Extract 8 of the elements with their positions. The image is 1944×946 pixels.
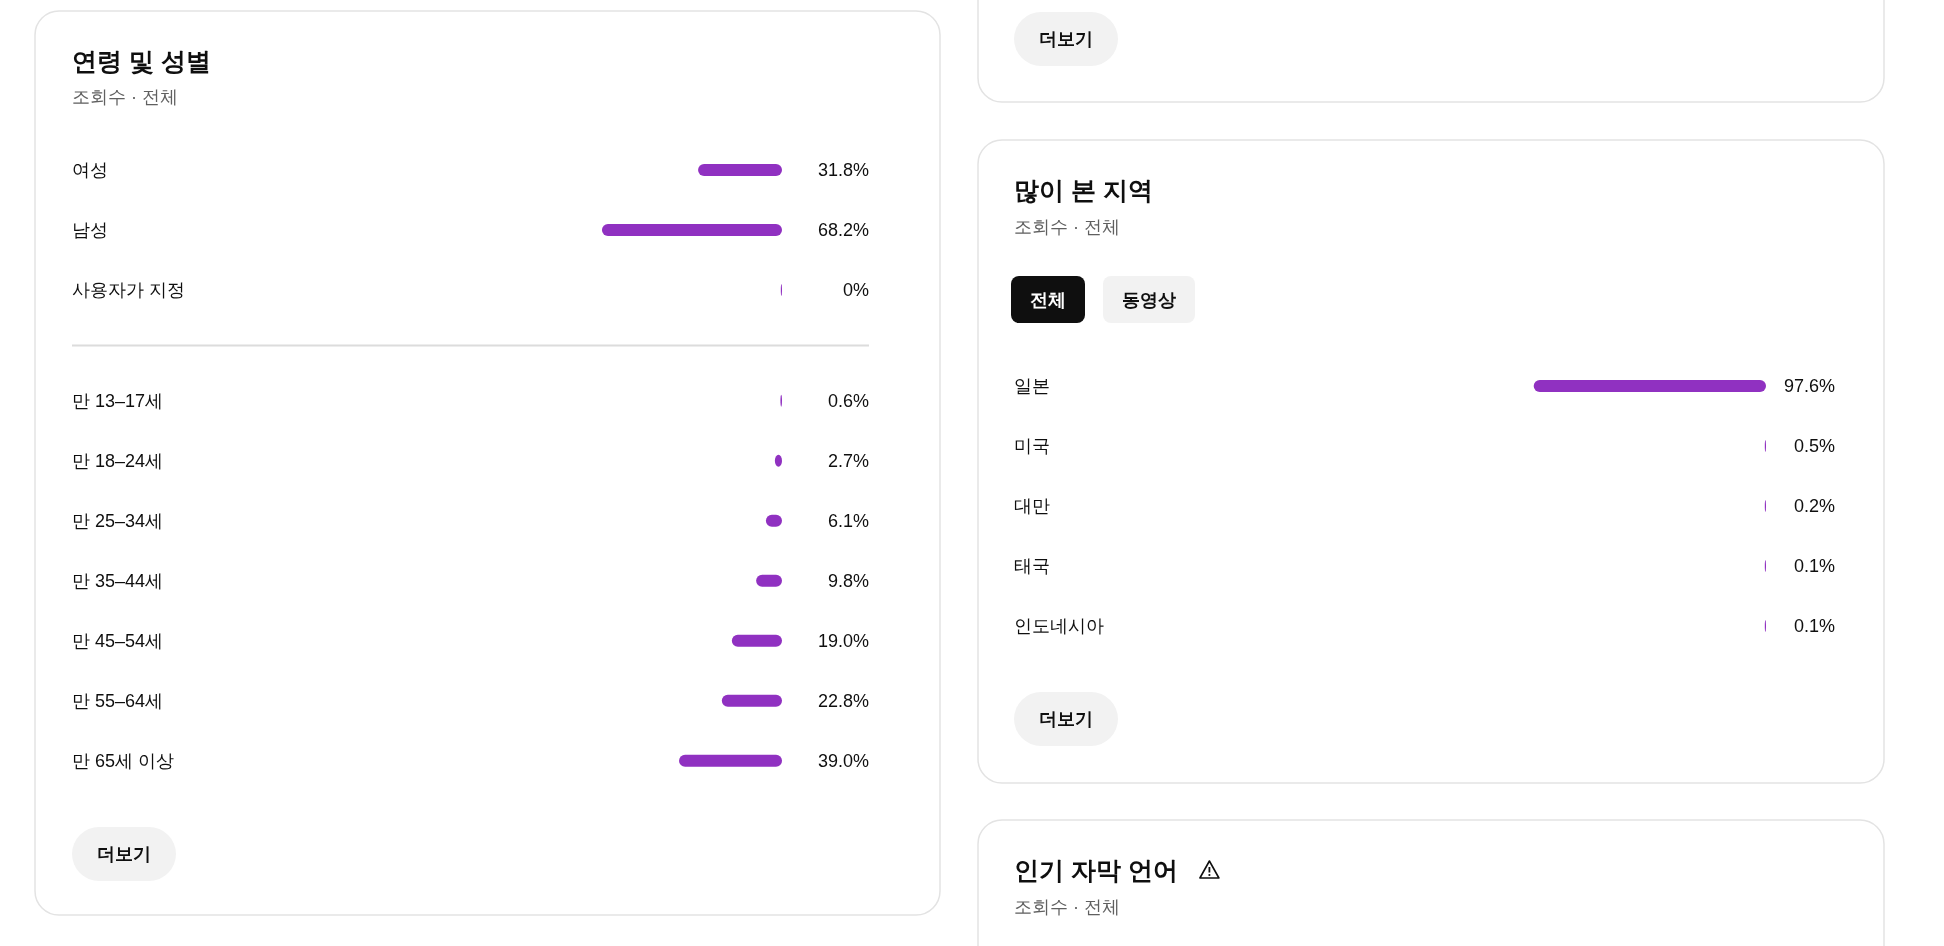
- subtitle: 조회수 · 전체: [1014, 897, 1120, 917]
- title: 인기 자막 언어: [1014, 856, 1178, 884]
- subtitle: 조회수 · 전체: [1014, 217, 1120, 237]
- subtitle: 조회수 · 전체: [72, 87, 178, 107]
- title: 연령 및 성별: [72, 47, 211, 75]
- tab: 전체: [1011, 276, 1085, 323]
- tab: 동영상: [1103, 276, 1195, 323]
- title: 많이 본 지역: [1014, 176, 1153, 204]
